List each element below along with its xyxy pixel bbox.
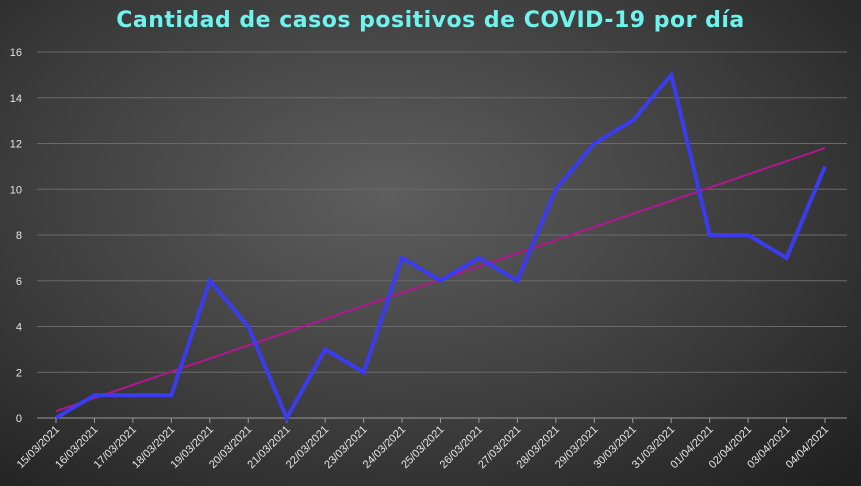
series-line <box>54 70 827 423</box>
y-tick-label: 0 <box>16 413 22 425</box>
x-axis-ticks: 15/03/202116/03/202117/03/202118/03/2021… <box>15 418 831 471</box>
y-tick-label: 10 <box>10 184 22 196</box>
series-layer <box>54 70 827 423</box>
chart-title: Cantidad de casos positivos de COVID-19 … <box>116 8 745 33</box>
y-tick-label: 12 <box>10 139 22 151</box>
y-tick-label: 4 <box>16 322 22 334</box>
y-tick-label: 8 <box>16 230 22 242</box>
y-tick-label: 6 <box>16 276 22 288</box>
y-tick-label: 2 <box>16 367 22 379</box>
y-tick-label: 16 <box>10 47 22 59</box>
y-axis-ticks: 0 2 4 6 8 10 12 14 16 <box>10 47 22 425</box>
y-tick-label: 14 <box>10 93 22 105</box>
grid-lines <box>37 51 847 419</box>
